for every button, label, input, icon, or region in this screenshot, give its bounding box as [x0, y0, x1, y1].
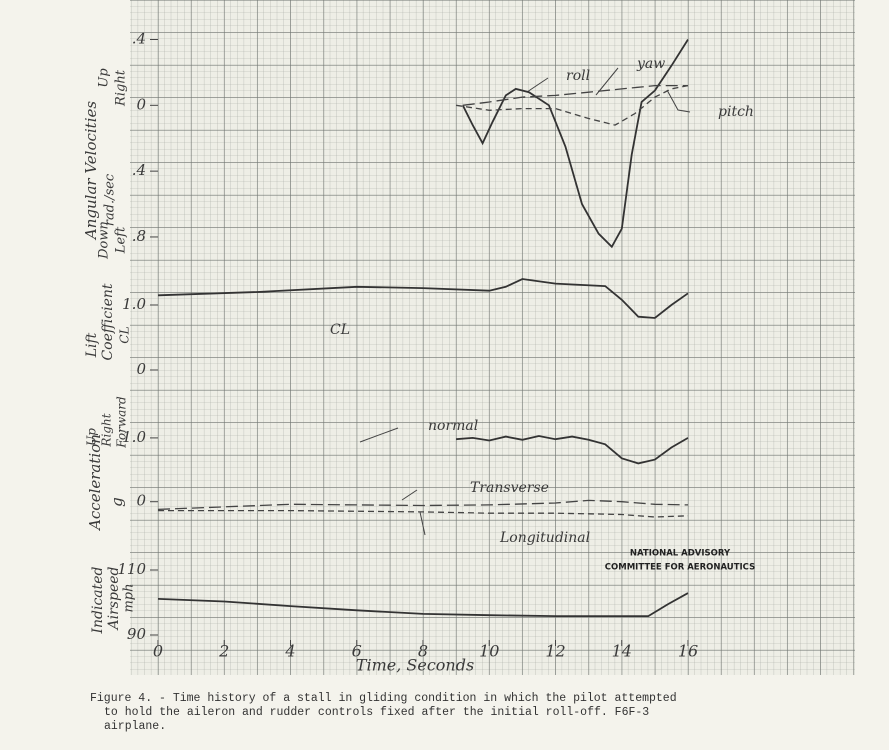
series-line	[157, 499, 689, 511]
x-tick-label: 6	[352, 642, 362, 661]
y-tick-label: 90	[127, 625, 147, 643]
x-tick-label: 14	[612, 642, 632, 661]
y-axis-label: Airspeed	[106, 566, 122, 631]
series-annotation: roll	[566, 68, 590, 84]
y-tick-label: .4	[132, 161, 146, 179]
leaders	[359, 67, 691, 536]
y-axis-label: g	[108, 497, 126, 507]
series-line	[461, 39, 689, 249]
series-annotation: Longitudinal	[499, 530, 590, 546]
y-tick-label: 0	[136, 360, 146, 378]
y-axis-label: Down	[97, 221, 112, 260]
x-tick-label: 0	[153, 642, 163, 661]
y-axis-label: Coefficient	[100, 283, 116, 360]
y-axis-label: Up	[85, 428, 99, 446]
y-tick-label: 110	[117, 560, 146, 578]
y-axis-label: Indicated	[90, 566, 106, 634]
series-annotation: CL	[330, 322, 350, 338]
y-tick-label: .8	[132, 227, 146, 245]
series-line	[462, 84, 688, 106]
series-annotation: pitch	[718, 104, 754, 120]
x-tick-label: 10	[479, 642, 499, 661]
major-grid	[130, 0, 855, 675]
y-axis-label: Acceleration	[86, 434, 104, 532]
y-axis-label: Lift	[84, 332, 100, 358]
y-axis-label: Up	[97, 68, 112, 88]
y-tick-label: 0	[136, 492, 146, 510]
y-tick-label: 0	[136, 95, 146, 113]
x-axis-label: Time, Seconds	[356, 656, 474, 675]
agency: NATIONAL ADVISORY	[630, 549, 731, 559]
x-tick-label: 8	[418, 642, 428, 661]
y-axis-label: mph	[122, 583, 137, 612]
y-tick-label: 1.0	[122, 428, 146, 446]
y-axis-label: Angular Velocities	[82, 101, 100, 241]
y-axis-label: CL	[118, 326, 132, 343]
y-axis-label: rad./sec	[103, 173, 118, 226]
y-tick-label: 1.0	[122, 295, 146, 313]
agency: COMMITTEE FOR AERONAUTICS	[605, 563, 755, 573]
caption: airplane.	[104, 720, 166, 733]
x-tick-label: 4	[284, 642, 295, 661]
series-annotation: Transverse	[470, 480, 549, 496]
y-axis-label: Forward	[115, 396, 129, 449]
x-tick-label: 16	[678, 642, 698, 661]
series-line	[456, 435, 689, 465]
x-tick-label: 12	[545, 642, 565, 661]
y-axis-label: Left	[114, 226, 129, 254]
series-line	[157, 592, 689, 617]
series-line	[456, 84, 689, 126]
series-line	[158, 509, 689, 518]
series-line	[157, 278, 689, 319]
caption: to hold the aileron and rudder controls …	[104, 706, 649, 719]
y-axis-label: Right	[100, 413, 114, 447]
caption: Figure 4. - Time history of a stall in g…	[90, 692, 677, 705]
y-tick-label: .4	[132, 29, 146, 47]
series-annotation: normal	[428, 418, 478, 434]
y-axis-label: Right	[114, 69, 129, 107]
series-annotation: yaw	[636, 56, 665, 72]
x-tick-label: 2	[218, 642, 229, 661]
